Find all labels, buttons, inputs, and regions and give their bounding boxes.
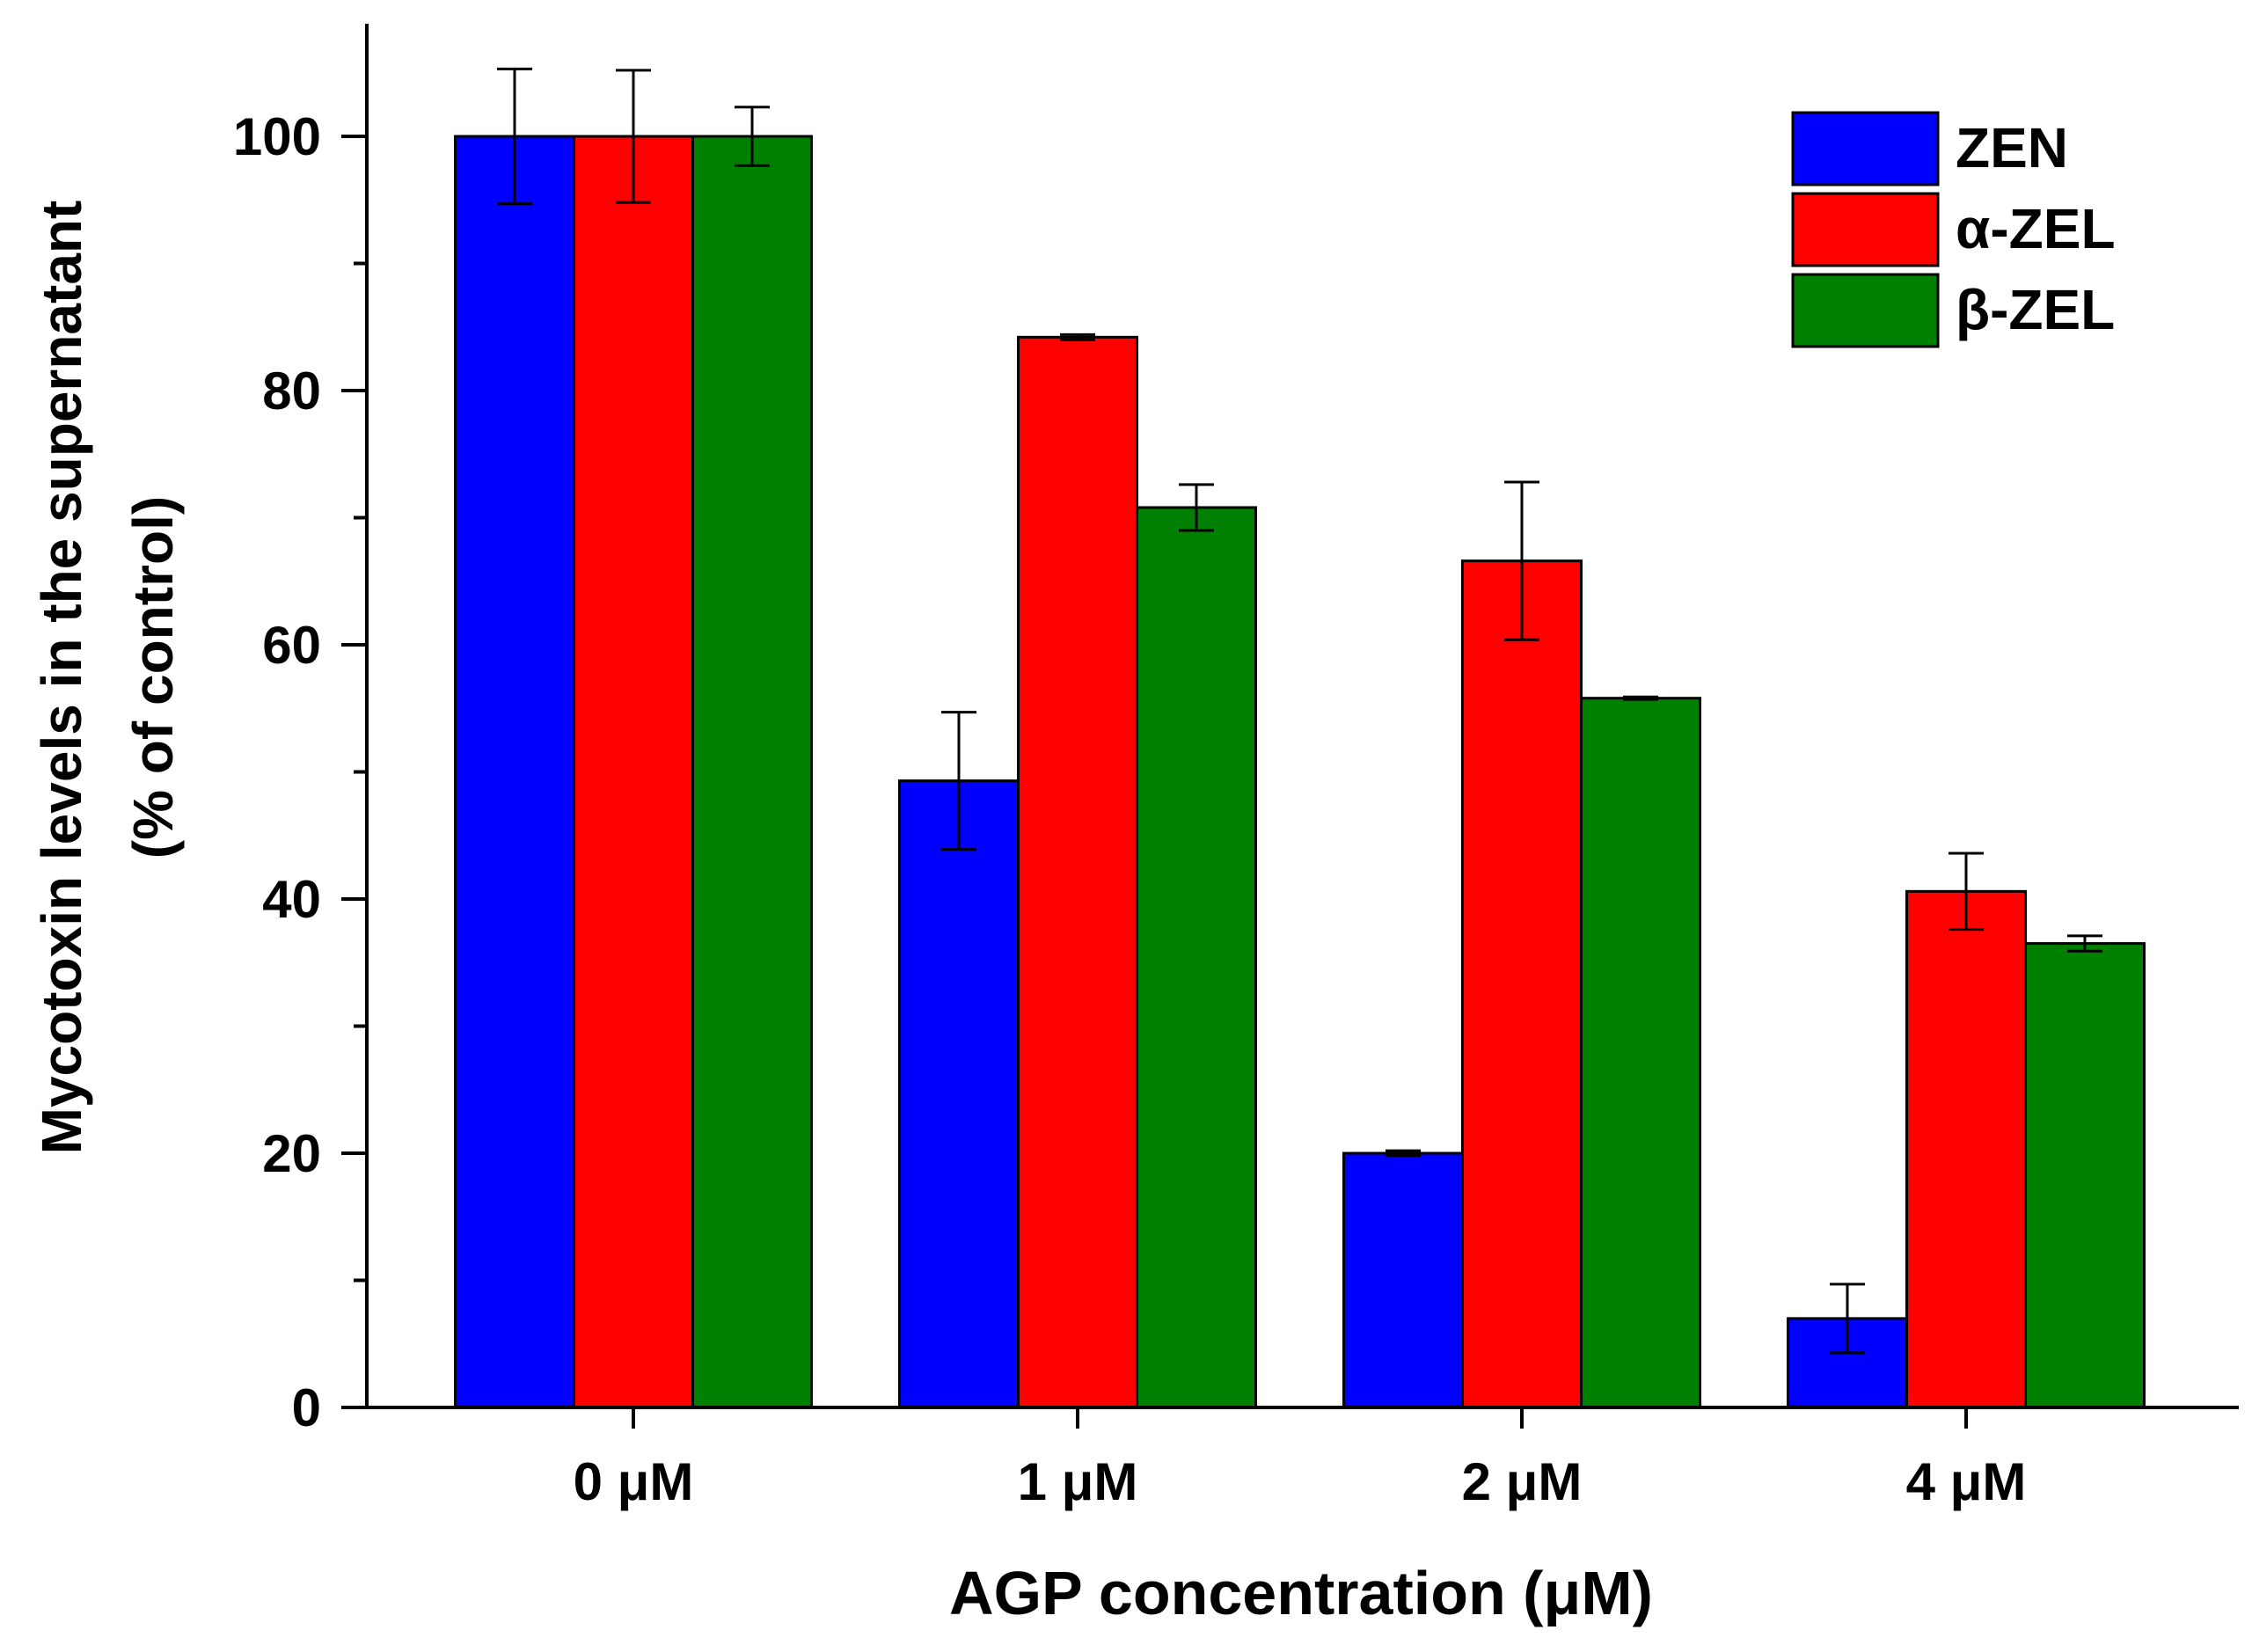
axes: 0 μM 1 μM 2 μM 4 μM 0 20 40 60 80 100 — [233, 24, 2239, 1511]
y-axis-label-line2: (% of control) — [121, 496, 185, 859]
bar — [691, 135, 813, 1409]
legend: ZEN α-ZEL β-ZEL — [1791, 111, 2116, 348]
bar — [1905, 889, 2027, 1409]
bar — [454, 135, 575, 1409]
y-tick-label: 40 — [262, 870, 321, 929]
x-axis-label: AGP concentration (μM) — [949, 1559, 1653, 1627]
bar — [1580, 697, 1701, 1409]
x-tick-label: 0 μM — [574, 1452, 694, 1511]
bar — [573, 135, 694, 1409]
y-tick-label: 20 — [262, 1124, 321, 1183]
legend-swatch — [1791, 192, 1940, 267]
bar — [2024, 942, 2146, 1409]
x-tick-label: 2 μM — [1462, 1452, 1583, 1511]
legend-swatch — [1791, 273, 1940, 348]
legend-label: α-ZEL — [1956, 197, 2116, 260]
legend-swatch — [1791, 111, 1940, 186]
bar — [898, 779, 1020, 1409]
y-axis-label-line1: Mycotoxin levels in the supernatant — [30, 201, 93, 1155]
legend-label: ZEN — [1956, 116, 2068, 179]
legend-label: β-ZEL — [1956, 278, 2115, 341]
y-tick-label: 60 — [262, 616, 321, 675]
y-tick-label: 80 — [262, 362, 321, 420]
y-tick-label: 100 — [233, 107, 321, 166]
bar — [1017, 335, 1138, 1409]
x-tick-label: 4 μM — [1906, 1452, 2027, 1511]
plot-area — [454, 67, 2146, 1409]
y-tick-label: 0 — [292, 1378, 321, 1437]
bar — [1136, 506, 1257, 1409]
bar — [1461, 559, 1583, 1409]
bar — [1342, 1151, 1464, 1409]
x-tick-label: 1 μM — [1018, 1452, 1138, 1511]
